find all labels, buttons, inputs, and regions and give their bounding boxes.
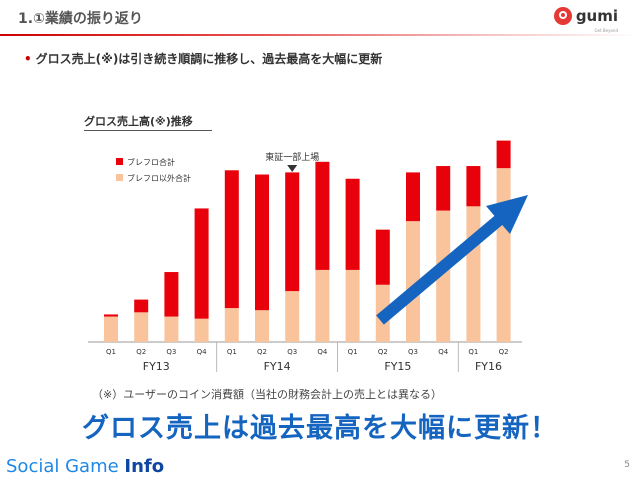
brand-text-bold: Info <box>124 456 165 477</box>
down-triangle-icon <box>287 165 298 172</box>
logo-text: gumi <box>575 7 618 25</box>
fiscal-year-label: FY14 <box>264 360 291 373</box>
logo-tagline: Get Beyond <box>594 28 619 33</box>
bar-segment-other <box>496 168 511 342</box>
bar-segment-brave-frontier <box>345 178 360 270</box>
bar-segment-brave-frontier <box>436 166 451 211</box>
bar-segment-brave-frontier <box>285 172 300 292</box>
bar-segment-other <box>134 312 149 342</box>
x-tick-label: Q1 <box>348 348 358 356</box>
x-tick-label: Q3 <box>166 348 176 356</box>
gumi-logo-icon <box>553 7 572 25</box>
x-tick-label: Q3 <box>287 348 297 356</box>
fiscal-year-label: FY13 <box>143 360 170 373</box>
bar-segment-other <box>315 269 330 342</box>
trend-arrow-icon <box>486 195 528 234</box>
bar-segment-other <box>255 310 269 342</box>
bar-segment-brave-frontier <box>315 161 330 270</box>
bar-segment-brave-frontier <box>466 166 481 207</box>
summary-text: グロス売上(※)は引き続き順調に推移し、過去最高を大幅に更新 <box>35 52 383 66</box>
chart-title-underline <box>84 130 212 131</box>
gross-sales-chart: Q1 Q2 Q3 Q4 Q1 Q2 Q3 Q4 Q1 Q2 Q3 Q4 Q1 Q2 FY13 FY14 FY15… <box>88 140 528 373</box>
x-tick-label: Q2 <box>378 348 388 356</box>
brand-text-regular: Social Game <box>6 456 125 477</box>
bullet-icon: • <box>24 52 32 66</box>
summary-bullet: • グロス売上(※)は引き続き順調に推移し、過去最高を大幅に更新 <box>24 50 382 67</box>
page-number: 5 <box>624 460 630 470</box>
bar-segment-brave-frontier <box>164 272 179 317</box>
fiscal-year-label: FY15 <box>384 360 411 373</box>
trend-arrow-shaft <box>376 209 510 325</box>
bar-segment-other <box>224 308 239 342</box>
bar-segment-other <box>466 206 481 342</box>
bar-segment-other <box>194 318 209 342</box>
headline: グロス売上は過去最高を大幅に更新！ <box>82 413 558 444</box>
listing-annotation-label: 東証一部上場 <box>265 151 319 163</box>
bar-segment-other <box>285 291 300 342</box>
legend-label: ブレフロ合計 <box>127 157 175 167</box>
bar-segment-brave-frontier <box>255 174 269 311</box>
x-tick-label: Q1 <box>468 348 478 356</box>
bar-segment-brave-frontier <box>134 299 149 313</box>
x-tick-label: Q1 <box>106 348 116 356</box>
bar-segment-brave-frontier <box>375 229 390 285</box>
bar-segment-other <box>104 316 118 342</box>
bar-segment-other <box>436 210 451 342</box>
bar-segment-brave-frontier <box>496 140 511 169</box>
x-tick-label: Q3 <box>408 348 418 356</box>
slide-title: 1.①業績の振り返り <box>18 11 143 27</box>
x-tick-label: Q2 <box>136 348 146 356</box>
legend-swatch <box>116 174 123 181</box>
bar-segment-other <box>345 269 360 342</box>
legend-label: ブレフロ以外合計 <box>127 173 191 183</box>
x-tick-label: Q4 <box>317 348 328 356</box>
x-tick-label: Q4 <box>197 348 208 356</box>
bar-segment-other <box>406 221 420 342</box>
bar-segment-brave-frontier <box>224 170 239 309</box>
company-logo: gumi Get Beyond <box>553 6 618 33</box>
chart-title: グロス売上高(※)推移 <box>84 115 193 128</box>
x-tick-label: Q2 <box>257 348 267 356</box>
x-tick-label: Q2 <box>499 348 509 356</box>
bar-segment-other <box>164 316 179 342</box>
legend-swatch <box>116 158 123 165</box>
bar-segment-brave-frontier <box>406 172 420 222</box>
footnote: （※）ユーザーのコイン消費額（当社の財務会計上の売上とは異なる） <box>92 388 442 401</box>
fiscal-year-label: FY16 <box>475 360 502 373</box>
bar-segment-brave-frontier <box>194 208 209 319</box>
bar-segment-brave-frontier <box>104 314 118 317</box>
x-tick-label: Q1 <box>227 348 237 356</box>
x-tick-label: Q4 <box>438 348 449 356</box>
brand-watermark: Social Game Info <box>6 456 164 477</box>
title-divider <box>0 34 640 36</box>
